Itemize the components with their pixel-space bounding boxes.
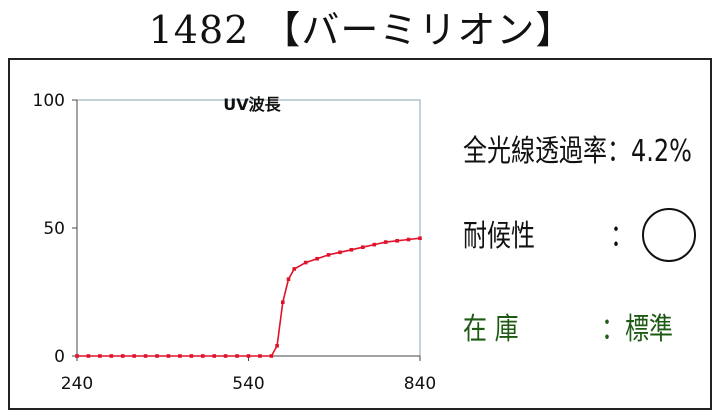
x-tick-label: 540 — [232, 374, 264, 394]
data-point — [395, 239, 399, 243]
x-tick-label: 240 — [61, 374, 93, 394]
durability-circle-icon — [642, 208, 696, 262]
data-point — [212, 354, 216, 358]
data-point — [315, 256, 319, 261]
durability-label: 耐候性 — [463, 219, 535, 254]
data-point — [98, 354, 102, 358]
data-point — [338, 250, 342, 255]
data-point — [143, 354, 148, 358]
page-title: 1482 【バーミリオン】 — [148, 8, 575, 52]
data-point — [132, 354, 136, 358]
transmittance-label: 全光線透過率 — [463, 134, 607, 169]
durability-colon: ： — [610, 219, 634, 254]
transmittance-value: ：4.2% — [607, 134, 692, 169]
data-point — [75, 354, 79, 358]
data-point — [349, 247, 354, 252]
data-point — [281, 300, 285, 305]
y-tick-label: 100 — [33, 91, 65, 111]
data-point — [292, 267, 297, 271]
data-point — [418, 236, 422, 241]
series-line — [77, 237, 421, 357]
data-point — [258, 354, 262, 358]
data-point — [200, 354, 205, 358]
data-point — [286, 277, 291, 281]
data-point — [166, 354, 171, 358]
y-tick-label: 50 — [43, 219, 65, 239]
data-point — [223, 354, 228, 358]
x-tick-label: 840 — [404, 374, 436, 394]
plot-area — [76, 99, 421, 357]
data-point — [109, 354, 114, 358]
data-point — [120, 354, 125, 358]
data-point — [235, 354, 239, 358]
data-point — [189, 354, 194, 358]
data-point — [178, 354, 182, 358]
transmittance-row: 全光線透過率：4.2% — [463, 134, 692, 170]
data-point — [406, 237, 411, 242]
data-point — [326, 253, 331, 257]
stock-value: ：標準 — [601, 312, 673, 347]
chart-frame — [8, 58, 712, 410]
data-point — [361, 245, 365, 249]
data-point — [86, 354, 91, 358]
data-point — [269, 354, 274, 358]
chart-title: UV波長 — [223, 95, 281, 114]
series-group — [75, 236, 422, 358]
stock-label: 在 庫 — [463, 312, 519, 347]
axis-ticks: 0 50 100 240 540 840 — [33, 91, 437, 394]
data-point — [303, 260, 308, 265]
data-point — [155, 354, 159, 358]
y-tick-label: 0 — [54, 347, 65, 367]
data-point — [246, 354, 251, 358]
data-point — [383, 240, 388, 244]
data-point — [372, 242, 377, 247]
data-point — [275, 343, 279, 348]
